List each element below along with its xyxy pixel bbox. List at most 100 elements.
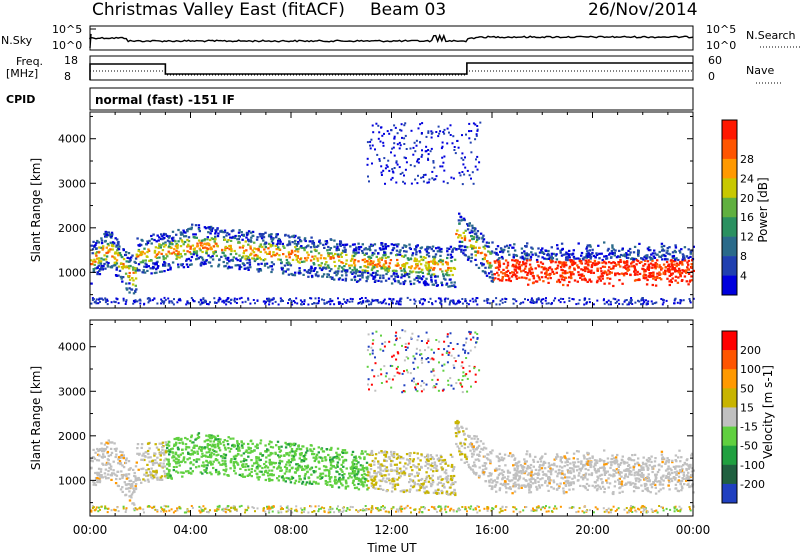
- range-cell: [495, 469, 499, 472]
- range-cell: [643, 277, 647, 280]
- near-range-cell: [100, 297, 103, 300]
- range-cell: [568, 276, 571, 279]
- range-cell: [434, 275, 437, 278]
- range-cell: [484, 272, 487, 275]
- range-cell: [278, 465, 281, 468]
- range-cell: [424, 480, 427, 483]
- range-cell: [146, 251, 149, 254]
- near-range-cell: [292, 300, 295, 302]
- range-cell: [377, 258, 380, 261]
- range-cell: [509, 244, 512, 247]
- near-range-cell: [359, 301, 362, 304]
- range-cell: [216, 227, 219, 230]
- far-range-cell: [402, 180, 405, 183]
- range-cell: [550, 463, 554, 466]
- near-range-cell: [577, 302, 580, 305]
- range-cell: [124, 494, 127, 497]
- range-cell: [292, 234, 295, 237]
- range-cell: [691, 259, 694, 262]
- range-cell: [214, 468, 218, 472]
- far-range-cell: [465, 133, 467, 136]
- range-cell: [504, 274, 507, 277]
- range-cell: [405, 489, 409, 492]
- range-cell: [308, 271, 312, 275]
- range-cell: [226, 258, 229, 261]
- range-cell: [284, 480, 287, 483]
- range-cell: [186, 230, 189, 233]
- range-cell: [596, 262, 600, 265]
- range-cell: [167, 264, 170, 267]
- range-cell: [93, 481, 96, 485]
- range-cell: [372, 485, 375, 488]
- near-range-cell: [429, 297, 432, 300]
- range-cell: [477, 453, 480, 456]
- range-cell: [142, 452, 145, 455]
- range-cell: [350, 264, 353, 267]
- range-cell: [407, 459, 411, 462]
- range-cell: [449, 278, 452, 281]
- range-cell: [531, 271, 534, 274]
- range-cell: [161, 235, 164, 238]
- range-cell: [542, 252, 546, 255]
- range-cell: [640, 484, 643, 487]
- range-cell: [690, 275, 693, 278]
- far-range-cell: [382, 141, 385, 144]
- range-cell: [546, 254, 549, 257]
- range-cell: [223, 229, 227, 232]
- range-cell: [203, 238, 207, 241]
- range-cell: [318, 267, 322, 270]
- range-cell: [97, 251, 101, 254]
- near-range-cell: [610, 303, 612, 306]
- range-cell: [685, 271, 688, 274]
- range-cell: [445, 282, 449, 285]
- range-cell: [393, 278, 396, 281]
- range-cell: [326, 252, 330, 255]
- range-cell: [513, 259, 516, 262]
- range-cell: [233, 236, 237, 240]
- range-cell: [652, 271, 655, 274]
- near-range-cell: [133, 301, 136, 304]
- range-cell: [610, 267, 613, 270]
- far-range-cell: [375, 122, 378, 125]
- range-cell: [308, 480, 312, 483]
- far-range-cell: [468, 174, 471, 177]
- range-cell: [419, 263, 423, 266]
- near-range-cell: [110, 301, 113, 304]
- range-cell: [520, 486, 523, 489]
- range-cell: [434, 281, 438, 284]
- range-cell: [141, 250, 144, 253]
- range-cell: [633, 270, 636, 273]
- range-cell: [538, 465, 541, 469]
- range-cell: [590, 264, 594, 267]
- range-cell: [354, 269, 358, 272]
- near-range-cell: [266, 299, 269, 302]
- range-cell: [191, 453, 195, 456]
- range-cell: [630, 262, 633, 265]
- range-cell: [573, 268, 576, 271]
- range-cell: [90, 259, 93, 262]
- range-cell: [579, 276, 582, 279]
- range-cell: [449, 269, 453, 272]
- range-cell: [296, 250, 300, 253]
- range-cell: [174, 444, 177, 447]
- range-cell: [632, 251, 636, 254]
- range-cell: [166, 444, 169, 447]
- range-cell: [670, 272, 673, 275]
- range-cell: [223, 254, 226, 257]
- near-range-cell: [642, 302, 645, 305]
- range-cell: [499, 247, 503, 250]
- range-cell: [475, 236, 479, 239]
- range-cell: [360, 452, 363, 455]
- near-range-cell: [160, 298, 163, 301]
- near-range-cell: [457, 301, 460, 304]
- range-cell: [589, 271, 593, 274]
- range-cell: [674, 246, 678, 249]
- range-cell: [146, 255, 149, 258]
- range-cell: [488, 484, 491, 487]
- range-cell: [430, 276, 433, 279]
- range-cell: [403, 250, 406, 253]
- range-cell: [105, 233, 108, 236]
- range-cell: [224, 470, 227, 473]
- range-cell: [626, 263, 629, 266]
- range-cell: [552, 479, 555, 482]
